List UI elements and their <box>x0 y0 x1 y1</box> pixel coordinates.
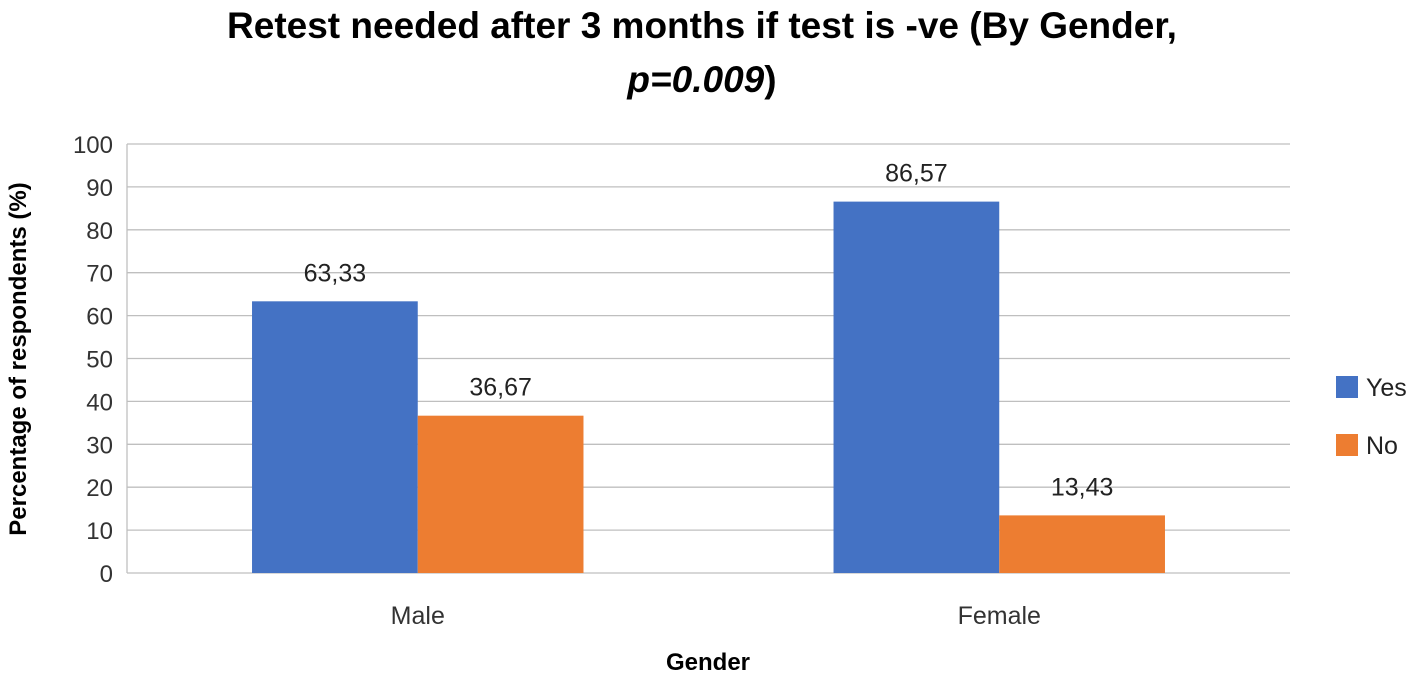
y-tick-label-60: 60 <box>86 304 113 331</box>
chart-title-stat: p=0.009 <box>626 59 764 100</box>
x-axis-title: Gender <box>666 649 750 676</box>
chart-title-close: ) <box>764 59 776 100</box>
y-tick-labels: 0 10 20 30 40 50 60 70 80 90 100 <box>73 132 113 588</box>
data-label-male-yes: 63,33 <box>304 259 367 287</box>
y-tick-label-100: 100 <box>73 132 113 159</box>
y-tick-label-50: 50 <box>86 347 113 374</box>
data-label-female-yes: 86,57 <box>885 160 948 188</box>
bar-male-no <box>417 415 584 573</box>
data-label-female-no: 13,43 <box>1051 473 1114 501</box>
data-label-male-no: 36,67 <box>469 374 532 402</box>
bar-female-no <box>999 515 1165 573</box>
bars <box>252 201 1165 574</box>
legend-label-no: No <box>1366 432 1398 460</box>
y-tick-label-10: 10 <box>86 518 113 545</box>
legend: Yes No <box>1336 374 1407 460</box>
y-tick-label-20: 20 <box>86 475 113 502</box>
x-tick-label-male: Male <box>391 602 445 630</box>
legend-label-yes: Yes <box>1366 374 1407 402</box>
x-tick-label-female: Female <box>958 602 1041 630</box>
chart-title-line-2: p=0.009) <box>626 59 776 100</box>
legend-swatch-no <box>1336 434 1358 456</box>
y-tick-label-90: 90 <box>86 175 113 202</box>
bar-male-yes <box>252 301 418 573</box>
y-axis-title: Percentage of respondents (%) <box>5 182 32 535</box>
y-tick-label-40: 40 <box>86 389 113 416</box>
data-labels: 63,33 36,67 86,57 13,43 <box>304 160 1114 502</box>
bar-female-yes <box>833 201 1000 574</box>
chart-title-line-1: Retest needed after 3 months if test is … <box>227 5 1177 46</box>
y-tick-label-70: 70 <box>86 261 113 288</box>
y-tick-label-30: 30 <box>86 432 113 459</box>
y-tick-label-0: 0 <box>100 561 113 588</box>
legend-swatch-yes <box>1336 376 1358 398</box>
x-tick-labels: Male Female <box>391 602 1041 630</box>
y-tick-label-80: 80 <box>86 218 113 245</box>
